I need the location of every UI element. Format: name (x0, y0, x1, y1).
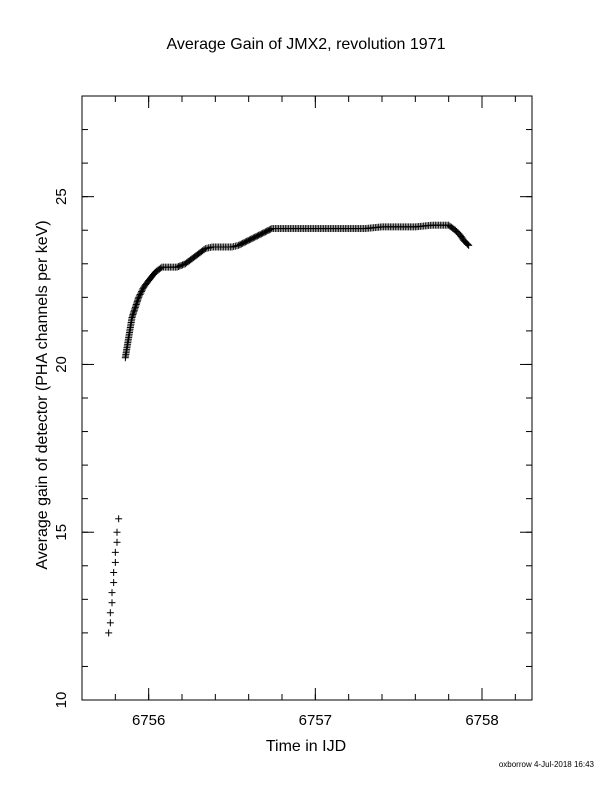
footer-stamp: oxborrow 4-Jul-2018 16:43 (498, 760, 594, 769)
data-point (110, 568, 118, 576)
data-point (110, 579, 118, 587)
y-tick-label: 25 (53, 188, 70, 205)
x-axis-label: Time in IJD (265, 738, 347, 755)
data-point (106, 619, 114, 627)
data-point (105, 629, 113, 637)
data-point (108, 589, 116, 597)
data-point (113, 528, 121, 536)
data-point (465, 241, 473, 249)
chart-title: Average Gain of JMX2, revolution 1971 (166, 36, 446, 53)
data-point (463, 240, 471, 248)
data-points (105, 221, 473, 637)
x-tick-label: 6756 (132, 712, 165, 729)
x-tick-label: 6757 (299, 712, 332, 729)
data-point (157, 264, 165, 272)
data-point (200, 246, 208, 254)
axis-ticks (81, 95, 532, 701)
axis-tick-labels: 6756 6757 6758 10 15 20 25 (53, 188, 499, 729)
x-tick-label: 6758 (465, 712, 498, 729)
y-axis-label: Average gain of detector (PHA channels p… (34, 220, 51, 570)
data-point (135, 293, 143, 301)
y-tick-label: 10 (53, 692, 70, 709)
y-tick-label: 20 (53, 356, 70, 373)
plot-frame (81, 95, 533, 701)
data-point (106, 609, 114, 617)
data-point (115, 515, 123, 523)
data-point (113, 538, 121, 546)
y-tick-label: 15 (53, 524, 70, 541)
data-point (135, 292, 143, 300)
data-point (267, 225, 275, 233)
data-point (138, 286, 146, 294)
data-point (138, 288, 146, 296)
data-point (464, 240, 472, 248)
data-point (111, 558, 119, 566)
data-point (137, 289, 145, 297)
data-point (136, 290, 144, 298)
data-point (111, 548, 119, 556)
data-point (108, 599, 116, 607)
